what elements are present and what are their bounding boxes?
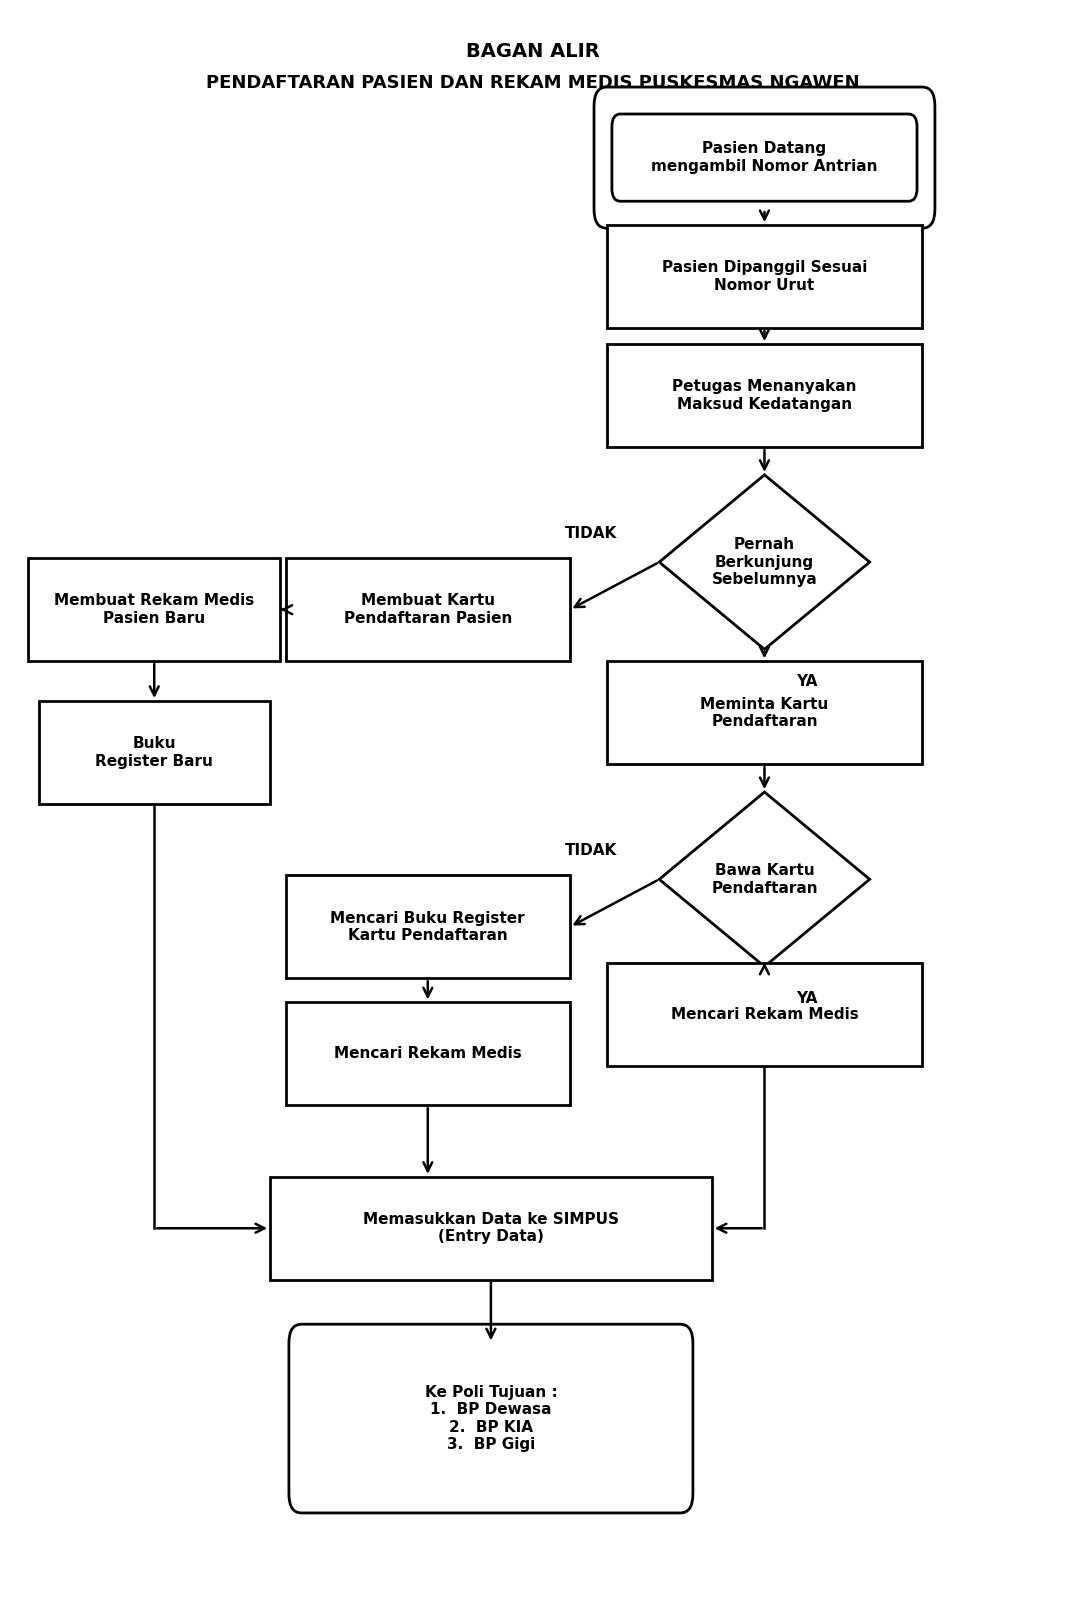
FancyBboxPatch shape [286,875,570,979]
FancyBboxPatch shape [286,558,570,661]
FancyBboxPatch shape [38,701,270,803]
Text: Membuat Kartu
Pendaftaran Pasien: Membuat Kartu Pendaftaran Pasien [343,594,512,626]
Text: Buku
Register Baru: Buku Register Baru [95,736,213,768]
Text: TIDAK: TIDAK [565,526,617,541]
Text: Pernah
Berkunjung
Sebelumnya: Pernah Berkunjung Sebelumnya [712,538,818,587]
Text: YA: YA [796,990,818,1006]
FancyBboxPatch shape [270,1176,712,1280]
Text: Pasien Dipanggil Sesuai
Nomor Urut: Pasien Dipanggil Sesuai Nomor Urut [662,261,867,293]
Text: BAGAN ALIR: BAGAN ALIR [466,42,600,61]
Text: Membuat Rekam Medis
Pasien Baru: Membuat Rekam Medis Pasien Baru [54,594,255,626]
FancyBboxPatch shape [607,963,922,1066]
Text: PENDAFTARAN PASIEN DAN REKAM MEDIS PUSKESMAS NGAWEN: PENDAFTARAN PASIEN DAN REKAM MEDIS PUSKE… [206,74,860,93]
Text: Ke Poli Tujuan :
1.  BP Dewasa
2.  BP KIA
3.  BP Gigi: Ke Poli Tujuan : 1. BP Dewasa 2. BP KIA … [424,1386,558,1453]
FancyBboxPatch shape [607,661,922,765]
Text: Meminta Kartu
Pendaftaran: Meminta Kartu Pendaftaran [700,696,828,730]
Text: TIDAK: TIDAK [565,843,617,858]
Text: Pasien Datang
mengambil Nomor Antrian: Pasien Datang mengambil Nomor Antrian [651,141,877,174]
FancyBboxPatch shape [289,1325,693,1514]
Polygon shape [659,475,870,650]
Text: Mencari Rekam Medis: Mencari Rekam Medis [334,1046,521,1061]
Text: Petugas Menanyakan
Maksud Kedatangan: Petugas Menanyakan Maksud Kedatangan [673,379,857,411]
FancyBboxPatch shape [607,344,922,446]
Text: Memasukkan Data ke SIMPUS
(Entry Data): Memasukkan Data ke SIMPUS (Entry Data) [362,1213,619,1245]
Text: Mencari Buku Register
Kartu Pendaftaran: Mencari Buku Register Kartu Pendaftaran [330,910,526,942]
FancyBboxPatch shape [28,558,280,661]
Text: YA: YA [796,674,818,688]
FancyBboxPatch shape [607,226,922,328]
FancyBboxPatch shape [594,86,935,229]
Text: Mencari Rekam Medis: Mencari Rekam Medis [671,1006,858,1022]
Polygon shape [659,792,870,966]
Text: Bawa Kartu
Pendaftaran: Bawa Kartu Pendaftaran [711,862,818,896]
FancyBboxPatch shape [612,114,917,202]
FancyBboxPatch shape [286,1002,570,1106]
